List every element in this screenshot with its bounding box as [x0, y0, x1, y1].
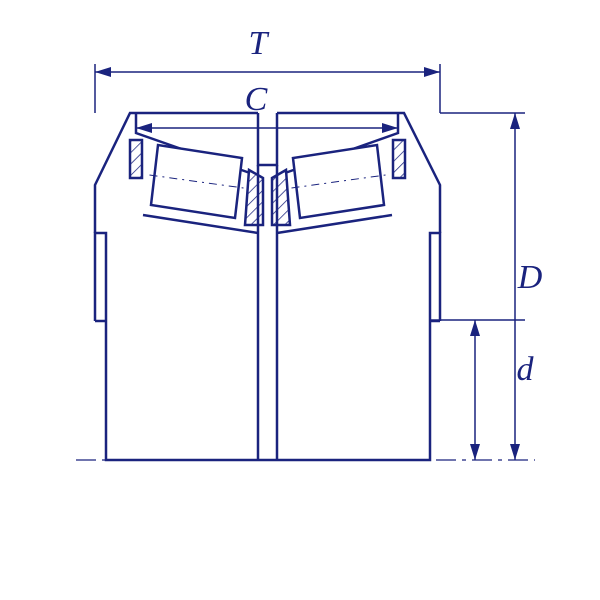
label-C: C	[245, 81, 268, 118]
label-d: d	[517, 351, 535, 388]
dimensions-group	[95, 64, 525, 460]
label-D: D	[517, 259, 543, 296]
geometry-group	[76, 113, 535, 460]
label-T: T	[249, 25, 270, 62]
bearing-diagram: T C D d	[0, 0, 600, 600]
